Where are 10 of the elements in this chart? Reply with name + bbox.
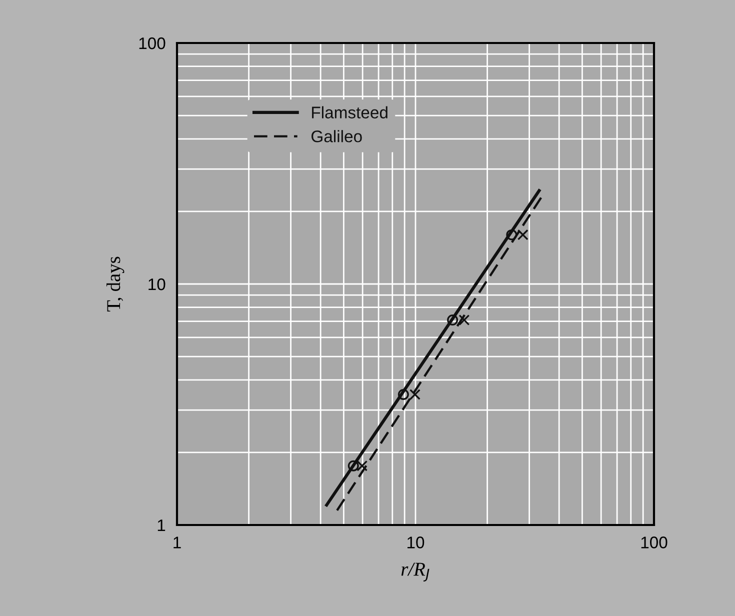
legend-label: Flamsteed [312, 106, 388, 118]
y-axis-title: T, days [106, 256, 124, 312]
y-tick-label: 10 [148, 278, 166, 290]
y-tick-label: 100 [139, 37, 166, 50]
x-tick-label: 10 [408, 536, 424, 548]
legend-label: Galileo [312, 130, 362, 142]
x-axis-title: r/R$_{J}$ [401, 562, 430, 582]
x-tick-label: 100 [641, 536, 668, 548]
x-tick-label: 1 [174, 536, 181, 548]
y-tick-label: 1 [158, 520, 166, 532]
